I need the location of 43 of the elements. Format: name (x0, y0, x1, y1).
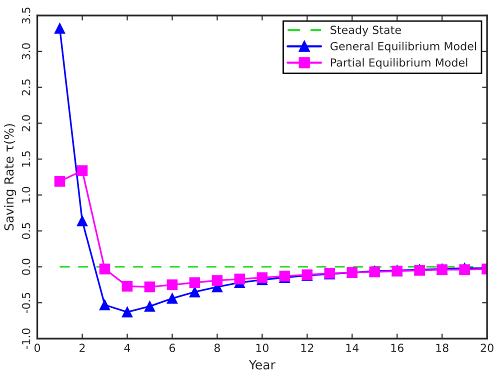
y-axis-title: Saving Rate τ(%) (4, 124, 16, 230)
point (76, 215, 88, 226)
x-tick-label: 0 (34, 344, 40, 352)
x-tick-label: 8 (214, 344, 220, 352)
x-axis-title: Year (248, 360, 276, 370)
y-tick-label: -1.0 (22, 328, 30, 349)
point (166, 279, 178, 290)
point (234, 274, 246, 284)
x-tick-label: 16 (391, 344, 404, 352)
x-tick-label: 4 (124, 344, 130, 352)
point (144, 282, 156, 292)
y-tick-label: -0.5 (22, 292, 30, 314)
point (54, 23, 66, 34)
x-tick-label: 6 (169, 344, 176, 352)
x-tick-label: 20 (480, 344, 494, 352)
y-tick-label: 0.5 (22, 223, 30, 240)
y-tick-label: 3.5 (22, 8, 30, 24)
point (189, 286, 200, 298)
legend-label: Steady State (330, 25, 401, 36)
point (76, 165, 88, 176)
point (122, 280, 133, 292)
x-tick-label: 12 (301, 344, 314, 352)
point (99, 299, 110, 310)
point (212, 275, 223, 286)
point (122, 306, 133, 318)
x-tick-label: 18 (436, 344, 448, 352)
y-tick-label: 1.0 (22, 186, 30, 203)
y-tick-label: 2.5 (22, 79, 30, 96)
x-tick-label: 14 (346, 344, 359, 352)
point (54, 176, 66, 187)
y-tick-label: 0.0 (22, 258, 30, 275)
y-tick-label: 3.0 (22, 43, 30, 60)
x-tick-label: 2 (80, 344, 85, 352)
point (189, 277, 200, 288)
legend-label: Partial Equilibrium Model (330, 58, 468, 69)
y-tick-label: 1.5 (22, 151, 30, 167)
point (166, 293, 178, 304)
point (144, 300, 156, 312)
legend-label: General Equilibrium Model (330, 42, 476, 53)
point (99, 264, 110, 274)
x-tick-label: 10 (256, 344, 268, 352)
y-tick-label: 2.0 (22, 115, 30, 132)
point (256, 272, 268, 283)
